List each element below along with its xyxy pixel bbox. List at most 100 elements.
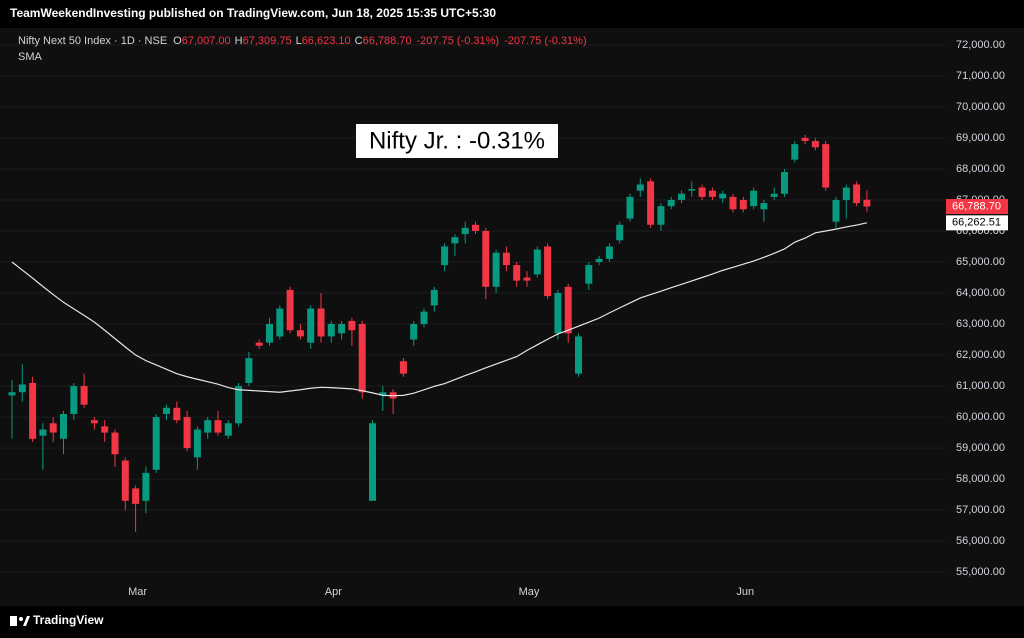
y-tick-label: 59,000.00 (956, 442, 1005, 454)
candle-body (193, 429, 201, 458)
y-tick-label: 58,000.00 (956, 473, 1005, 485)
legend: Nifty Next 50 Index · 1D · NSE O67,007.00… (18, 35, 587, 47)
candle-body (80, 386, 88, 405)
candle-body (307, 308, 315, 343)
candle-body (369, 423, 376, 501)
y-tick-label: 64,000.00 (956, 287, 1005, 299)
candle-body (152, 417, 160, 470)
candle-body (647, 181, 655, 225)
candle-body (554, 293, 562, 334)
legend-key: H (235, 35, 243, 47)
candle-body (667, 199, 675, 207)
price-label: 66,262.51 (952, 217, 1001, 229)
candle-body (90, 420, 98, 424)
candle-body (430, 289, 438, 306)
candle-body (379, 392, 387, 396)
price-label: 66,788.70 (952, 200, 1001, 212)
x-tick-label: Apr (325, 586, 342, 598)
legend-key: C (355, 35, 363, 47)
candle-body (502, 252, 510, 266)
candle-body (204, 420, 212, 433)
candle-body (317, 308, 325, 337)
candle-body (533, 249, 541, 275)
candle-body (811, 141, 819, 148)
candle-body (605, 246, 613, 259)
candle-body (863, 199, 871, 207)
sma-legend: SMA (18, 51, 43, 63)
legend-symbol: Nifty Next 50 Index · 1D · NSE (18, 35, 167, 47)
candle-body (70, 386, 78, 414)
y-tick-label: 70,000.00 (956, 101, 1005, 113)
brand: TradingView (33, 613, 104, 627)
candle-body (482, 230, 490, 287)
candle-body (832, 199, 840, 222)
candle-body (338, 324, 346, 334)
candle-body (111, 432, 119, 455)
y-tick-label: 57,000.00 (956, 504, 1005, 516)
x-tick-label: May (519, 586, 540, 598)
annotation-box (356, 124, 558, 158)
candle-body (688, 189, 696, 191)
candle-body (523, 277, 531, 281)
candle-body (60, 413, 67, 439)
candle-body (255, 342, 263, 346)
candle-body (513, 265, 521, 281)
candle-body (678, 193, 685, 200)
y-tick-label: 65,000.00 (956, 256, 1005, 268)
candle-body (853, 184, 861, 204)
candle-body (183, 417, 191, 449)
candle-body (616, 224, 624, 241)
candle-body (781, 172, 788, 194)
y-tick-label: 55,000.00 (956, 566, 1005, 578)
candle-body (49, 423, 57, 433)
candle-body (842, 187, 850, 200)
candle-body (245, 358, 253, 383)
candle-body (142, 472, 150, 501)
legend-value: 66,788.70 (363, 35, 412, 47)
candle-body (132, 488, 140, 504)
candle-body (585, 265, 593, 284)
y-tick-label: 69,000.00 (956, 132, 1005, 144)
candle-body (235, 386, 243, 424)
x-tick-label: Mar (128, 586, 147, 598)
candle-body (441, 246, 449, 266)
candle-body (327, 324, 335, 337)
candle-body (750, 190, 758, 207)
candle-body (224, 423, 232, 436)
candle-body (708, 190, 716, 197)
y-tick-label: 56,000.00 (956, 535, 1005, 547)
legend-change: -207.75 (-0.31%) (417, 35, 500, 47)
candle-body (173, 407, 181, 421)
sma-line (11, 222, 868, 397)
candle-body (276, 308, 284, 337)
candle-body (348, 320, 356, 331)
candle-body (636, 184, 644, 191)
candle-body (822, 144, 830, 188)
chart-panel (0, 28, 1024, 606)
candle-body (163, 407, 170, 414)
candle-body (739, 199, 747, 210)
annotation: Nifty Jr. : -0.31% (369, 127, 545, 154)
candle-body (626, 196, 634, 219)
candle-body (595, 258, 603, 262)
candle-body (101, 426, 109, 433)
candle-body (729, 196, 737, 210)
candle-body (564, 286, 572, 334)
legend-key: L (296, 35, 302, 47)
candle-body (420, 311, 428, 325)
candle-body (461, 227, 469, 235)
candle-body (29, 382, 37, 439)
legend-value: 66,623.10 (302, 35, 351, 47)
candle-body (770, 193, 778, 197)
candle-body (8, 392, 16, 396)
y-tick-label: 68,000.00 (956, 163, 1005, 175)
candle-body (544, 246, 552, 297)
candle-body (791, 144, 799, 160)
candle-body (18, 384, 26, 393)
candle-body (399, 361, 407, 374)
candle-body (575, 336, 582, 374)
candle-body (472, 224, 479, 231)
candle-body (121, 460, 129, 501)
candle-body (39, 429, 47, 436)
